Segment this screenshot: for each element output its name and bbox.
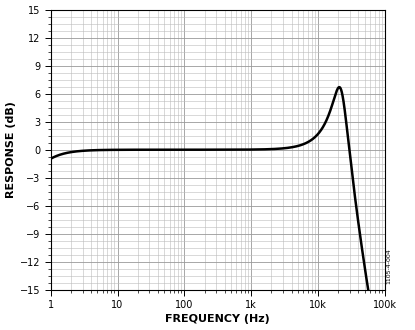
Text: 1105-4-004: 1105-4-004 [387, 248, 392, 284]
X-axis label: FREQUENCY (Hz): FREQUENCY (Hz) [166, 314, 270, 324]
Y-axis label: RESPONSE (dB): RESPONSE (dB) [5, 101, 15, 198]
